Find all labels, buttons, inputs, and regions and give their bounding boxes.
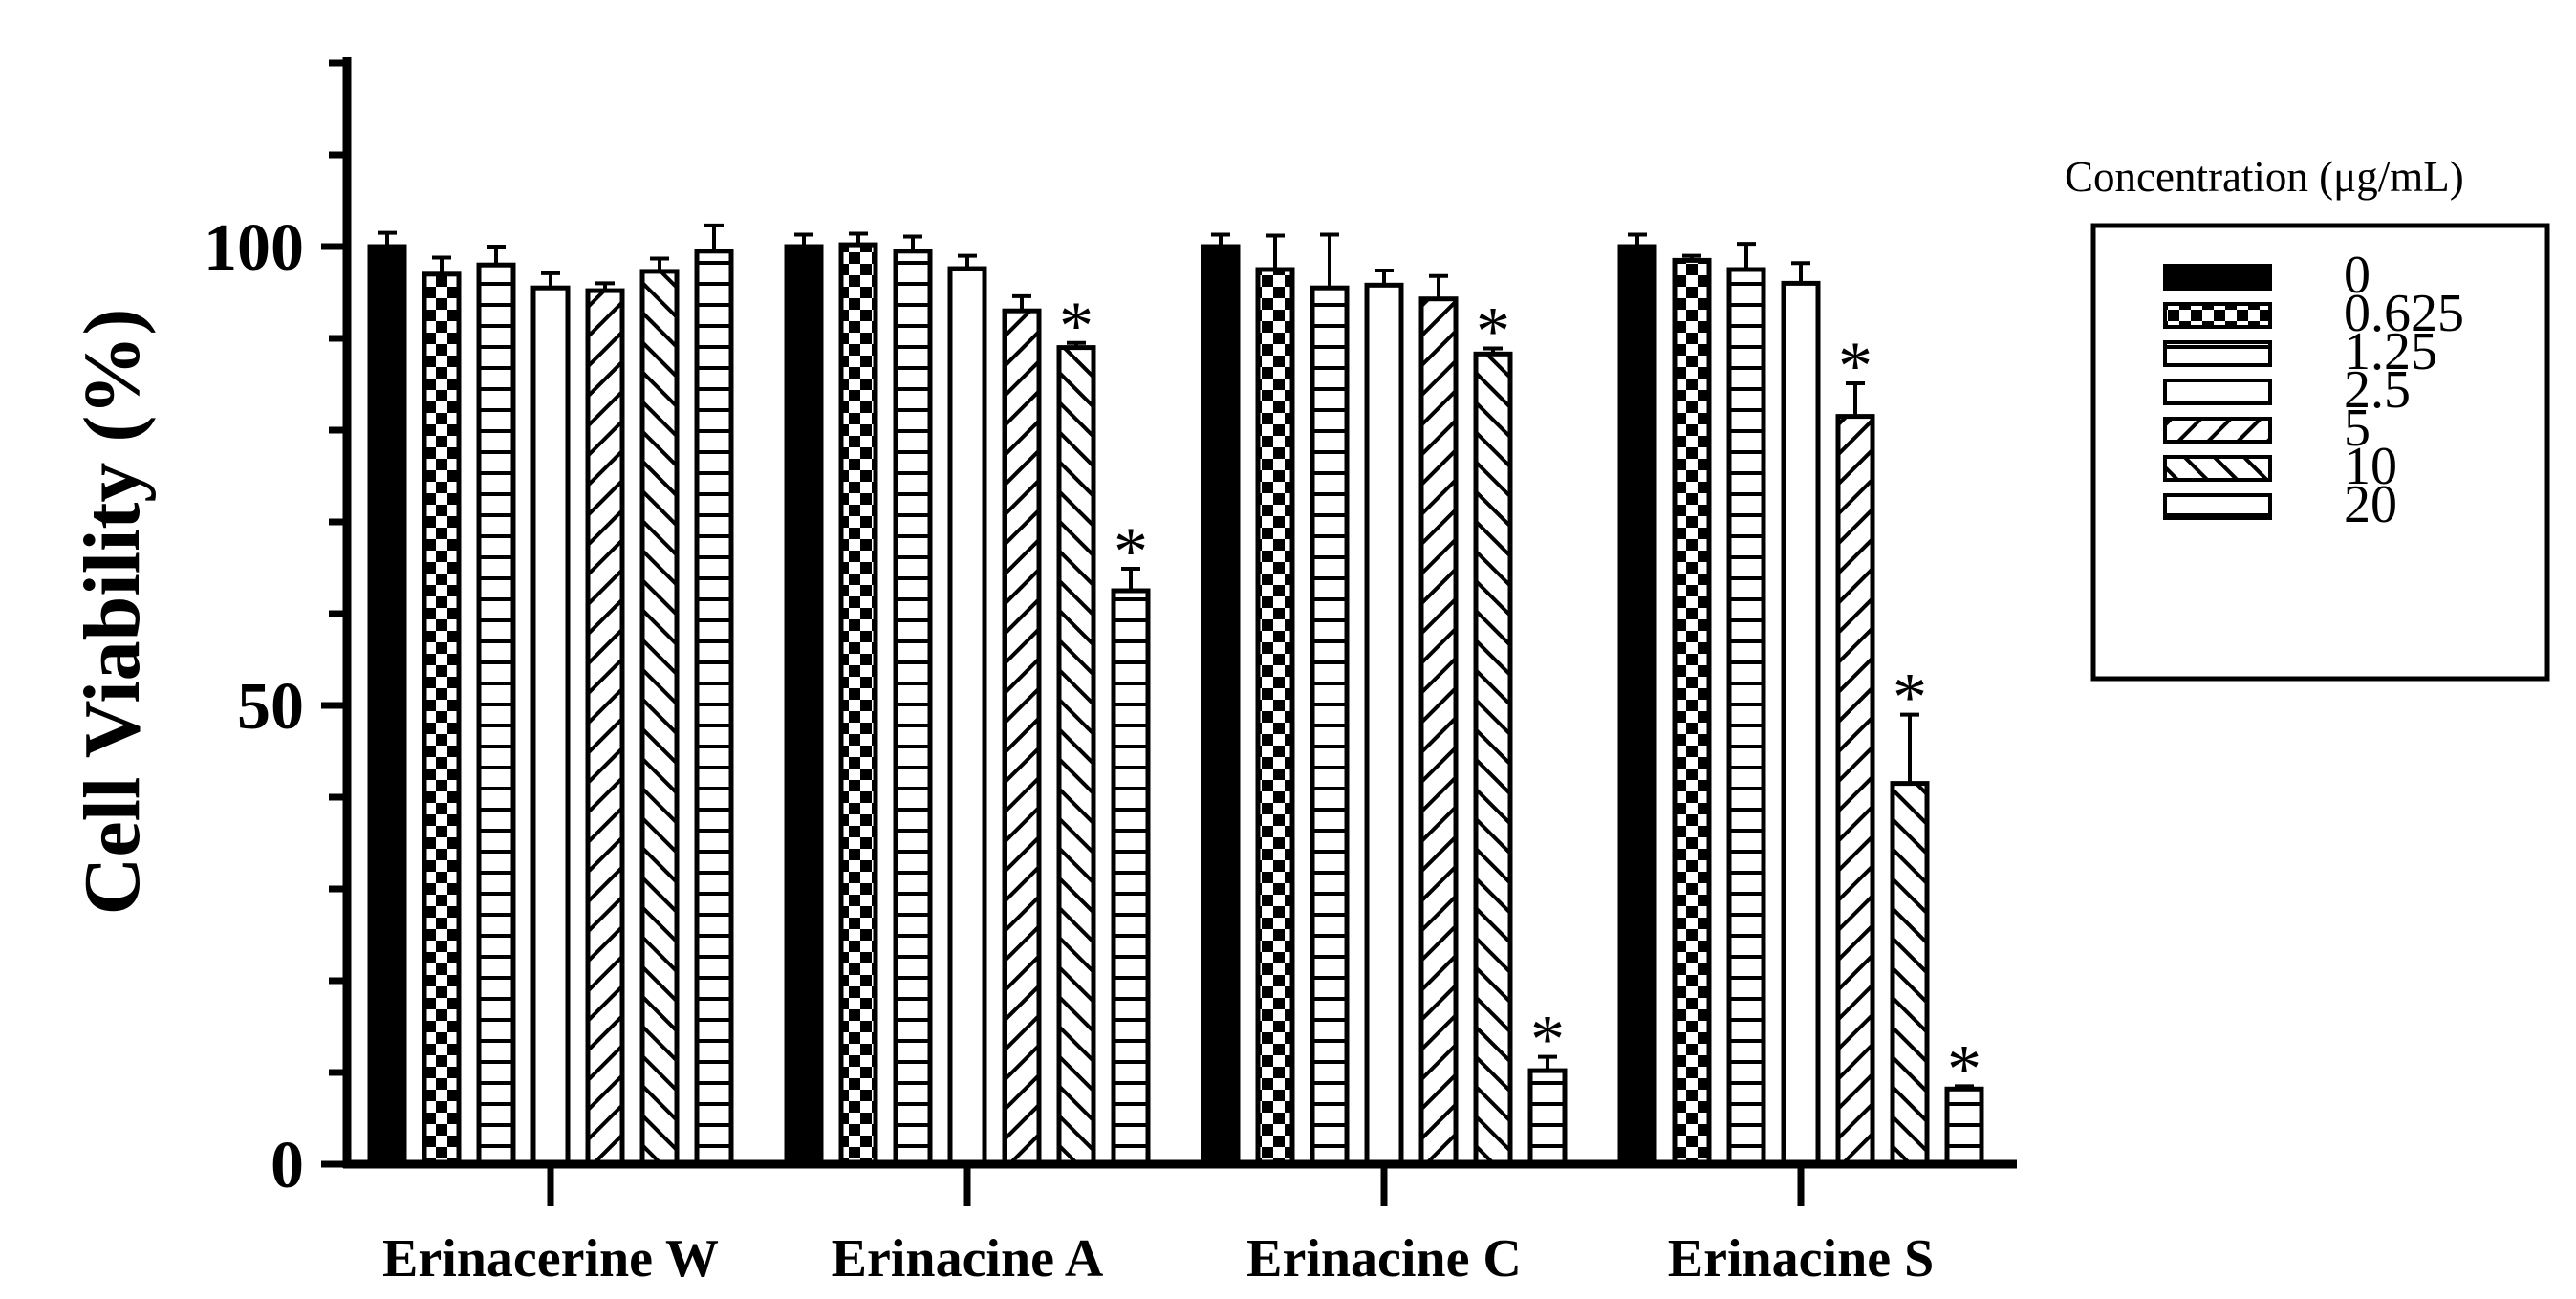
bar [1726,267,1766,1167]
y-tick-label: 0 [271,1129,304,1202]
legend-label: 20 [2344,475,2397,534]
legend-title: Concentration (μg/mL) [2065,153,2464,201]
bar [1890,781,1930,1167]
legend-swatch [2163,493,2272,520]
legend-box [2090,223,2550,682]
legend-label: 0.625 [2344,284,2464,343]
y-axis: 0 50 100 [204,57,352,1202]
bar [1672,257,1712,1167]
bar [476,262,516,1167]
significance-star: * [1947,1030,1981,1107]
legend-label: 0 [2344,246,2370,305]
bar [1056,345,1096,1167]
bar [530,285,571,1167]
bar [1835,414,1875,1167]
legend-label: 1.25 [2344,322,2437,381]
legend-swatch [2163,455,2272,482]
y-axis-title: Cell Viability (%) [68,309,157,916]
x-axis: Erinacerine W Erinacine A Erinacine C Erina… [343,1159,2017,1288]
bar [784,244,824,1167]
x-tick-label: Erinacine C [1246,1229,1522,1288]
bar [1201,244,1241,1167]
bar [1002,308,1042,1167]
bar [893,249,933,1167]
bar [947,266,987,1167]
bar [1418,296,1459,1167]
x-ticks: Erinacerine W Erinacine A Erinacine C Erina… [382,1164,1934,1288]
legend-swatch [2163,302,2272,329]
significance-star: * [1476,293,1510,370]
bar [422,271,462,1167]
bar [1255,267,1295,1167]
legend-swatch [2163,264,2272,291]
x-tick-label: Erinacine A [832,1229,1104,1288]
bar [1617,244,1657,1167]
bar [1310,285,1350,1167]
bar [367,244,407,1167]
bar [838,242,878,1167]
bar [1364,282,1404,1167]
bar [1473,351,1513,1167]
bar [1111,588,1151,1167]
legend-swatch [2163,417,2272,444]
significance-star: * [1838,328,1872,404]
significance-star: * [1114,513,1148,590]
error-bars [378,223,1974,1090]
legend-label: 10 [2344,437,2397,496]
legend-label: 5 [2344,399,2370,458]
x-tick-label: Erinacerine W [382,1229,719,1288]
significance-star: * [1059,288,1093,364]
legend-swatch [2163,340,2272,367]
legend-label: 2.5 [2344,360,2411,420]
bar [639,269,680,1167]
significance-markers: * * * * * * * [1059,288,1981,1108]
y-ticks: 0 50 100 [204,59,347,1202]
x-tick-label: Erinacine S [1668,1229,1934,1288]
significance-star: * [1893,660,1927,736]
significance-star: * [1530,1002,1565,1078]
y-tick-label: 100 [204,211,304,285]
bars [367,242,1984,1167]
y-tick-label: 50 [237,670,304,744]
bar [585,288,625,1167]
bar [694,249,734,1167]
bar [1781,280,1821,1167]
bar [1527,1068,1568,1167]
legend-swatch [2163,379,2272,405]
